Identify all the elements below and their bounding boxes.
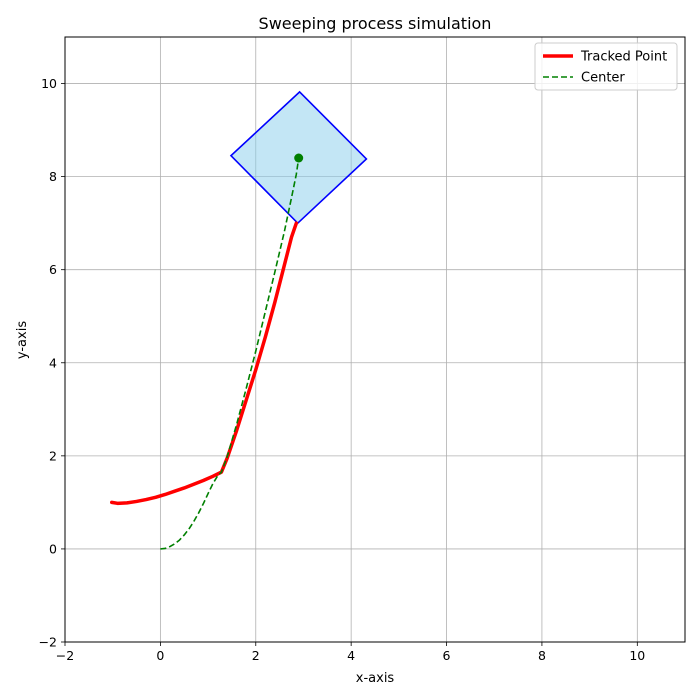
y-tick-label-6: 10 [41, 76, 57, 91]
axis-ticks: −2 0 2 4 6 8 10 −2 0 2 4 6 8 10 [39, 76, 646, 663]
x-tick-label-2: 2 [252, 648, 260, 663]
x-tick-label-6: 10 [629, 648, 645, 663]
chart-title: Sweeping process simulation [259, 14, 492, 33]
x-tick-label-1: 0 [156, 648, 164, 663]
x-axis-label: x-axis [356, 671, 395, 686]
series-line-1 [160, 157, 300, 550]
legend-label-0: Tracked Point [580, 50, 667, 65]
y-tick-label-5: 8 [49, 169, 57, 184]
center-marker [294, 153, 304, 163]
legend-label-1: Center [581, 71, 625, 86]
series-layer [109, 157, 300, 550]
y-tick-label-1: 0 [49, 541, 57, 556]
x-tick-label-3: 4 [347, 648, 355, 663]
x-tick-label-4: 6 [443, 648, 451, 663]
marker-layer [294, 153, 304, 163]
y-tick-label-2: 2 [49, 448, 57, 463]
y-tick-label-3: 4 [49, 355, 57, 370]
grid-lines [64, 37, 685, 643]
y-tick-label-4: 6 [49, 262, 57, 277]
x-tick-label-5: 8 [538, 648, 546, 663]
y-axis-label: y-axis [15, 321, 30, 359]
plot-frame [64, 36, 686, 643]
x-tick-label-0: −2 [56, 648, 74, 663]
y-tick-label-0: −2 [39, 635, 57, 650]
legend: Tracked Point Center [534, 42, 678, 91]
series-line-0 [109, 221, 299, 506]
